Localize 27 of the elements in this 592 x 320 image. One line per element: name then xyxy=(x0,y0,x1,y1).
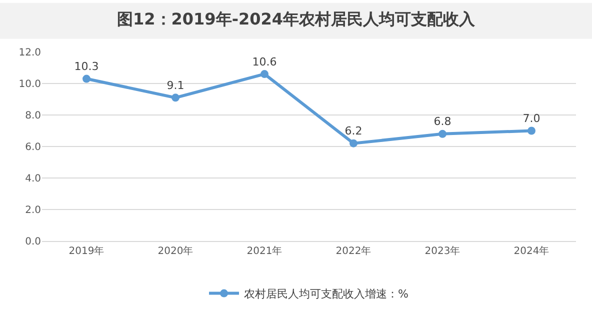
data-label: 10.6 xyxy=(252,55,277,68)
x-tick-label: 2021年 xyxy=(246,245,282,257)
chart-title: 图12：2019年-2024年农村居民人均可支配收入 xyxy=(117,10,476,29)
y-tick-label: 6.0 xyxy=(25,142,41,153)
y-tick-label: 8.0 xyxy=(25,110,41,122)
x-tick-label: 2022年 xyxy=(336,245,372,257)
x-tick-label: 2020年 xyxy=(158,245,194,257)
point xyxy=(350,139,358,148)
y-tick-label: 10.0 xyxy=(18,79,41,90)
y-tick-label: 2.0 xyxy=(25,205,41,216)
point xyxy=(172,94,180,102)
x-tick-label: 2024年 xyxy=(514,245,550,257)
data-label: 10.3 xyxy=(74,60,99,74)
y-tick-label: 4.0 xyxy=(25,174,41,184)
legend-label: 农村居民人均可支配收入增速：% xyxy=(244,288,408,301)
point xyxy=(82,74,90,83)
point xyxy=(528,126,536,135)
x-tick-label: 2019年 xyxy=(68,245,104,257)
point xyxy=(438,130,446,138)
data-label: 7.0 xyxy=(522,112,540,125)
y-tick-label: 12.0 xyxy=(18,48,41,58)
point xyxy=(260,70,268,78)
x-tick-label: 2023年 xyxy=(424,245,460,257)
data-label: 6.8 xyxy=(434,115,452,128)
data-label: 6.2 xyxy=(344,124,362,138)
y-tick-label: 0.0 xyxy=(25,236,41,248)
data-label: 9.1 xyxy=(166,78,184,92)
